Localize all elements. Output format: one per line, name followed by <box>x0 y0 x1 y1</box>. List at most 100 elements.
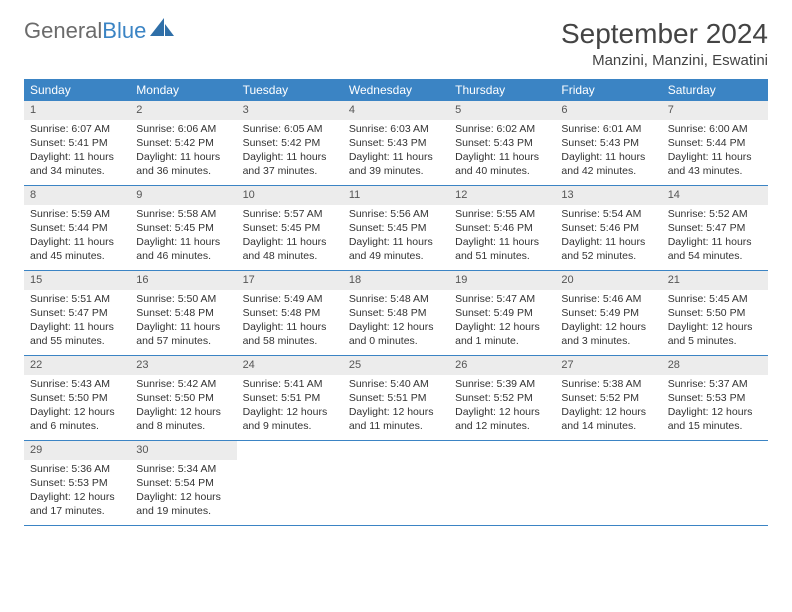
sunset-line: Sunset: 5:42 PM <box>136 136 230 150</box>
sunrise-line: Sunrise: 5:36 AM <box>30 462 124 476</box>
sunrise-line: Sunrise: 5:49 AM <box>243 292 337 306</box>
day-cell: 25Sunrise: 5:40 AMSunset: 5:51 PMDayligh… <box>343 356 449 440</box>
day-body: Sunrise: 5:58 AMSunset: 5:45 PMDaylight:… <box>130 205 236 270</box>
sunset-line: Sunset: 5:46 PM <box>561 221 655 235</box>
day-body: Sunrise: 5:34 AMSunset: 5:54 PMDaylight:… <box>130 460 236 525</box>
sunset-line: Sunset: 5:41 PM <box>30 136 124 150</box>
day-number: 21 <box>662 271 768 290</box>
day-number: 7 <box>662 101 768 120</box>
daylight-line-2: and 52 minutes. <box>561 249 655 263</box>
day-cell: 18Sunrise: 5:48 AMSunset: 5:48 PMDayligh… <box>343 271 449 355</box>
day-body: Sunrise: 5:39 AMSunset: 5:52 PMDaylight:… <box>449 375 555 440</box>
daylight-line-1: Daylight: 11 hours <box>349 150 443 164</box>
day-number: 3 <box>237 101 343 120</box>
sunset-line: Sunset: 5:49 PM <box>455 306 549 320</box>
day-body: Sunrise: 6:03 AMSunset: 5:43 PMDaylight:… <box>343 120 449 185</box>
weekday-header: Friday <box>555 79 661 101</box>
day-number: 18 <box>343 271 449 290</box>
day-cell <box>237 441 343 525</box>
daylight-line-2: and 34 minutes. <box>30 164 124 178</box>
daylight-line-2: and 39 minutes. <box>349 164 443 178</box>
day-cell: 24Sunrise: 5:41 AMSunset: 5:51 PMDayligh… <box>237 356 343 440</box>
day-cell <box>343 441 449 525</box>
weekday-header-row: SundayMondayTuesdayWednesdayThursdayFrid… <box>24 79 768 101</box>
day-body: Sunrise: 5:47 AMSunset: 5:49 PMDaylight:… <box>449 290 555 355</box>
daylight-line-1: Daylight: 11 hours <box>668 150 762 164</box>
sunset-line: Sunset: 5:47 PM <box>30 306 124 320</box>
weekday-header: Tuesday <box>237 79 343 101</box>
sunset-line: Sunset: 5:52 PM <box>455 391 549 405</box>
day-number: 6 <box>555 101 661 120</box>
sunrise-line: Sunrise: 5:56 AM <box>349 207 443 221</box>
daylight-line-2: and 5 minutes. <box>668 334 762 348</box>
day-body: Sunrise: 6:05 AMSunset: 5:42 PMDaylight:… <box>237 120 343 185</box>
daylight-line-1: Daylight: 12 hours <box>30 405 124 419</box>
day-body: Sunrise: 5:46 AMSunset: 5:49 PMDaylight:… <box>555 290 661 355</box>
sunrise-line: Sunrise: 6:01 AM <box>561 122 655 136</box>
daylight-line-2: and 46 minutes. <box>136 249 230 263</box>
day-number: 13 <box>555 186 661 205</box>
logo-text-gray: General <box>24 18 102 44</box>
day-cell: 17Sunrise: 5:49 AMSunset: 5:48 PMDayligh… <box>237 271 343 355</box>
day-number: 22 <box>24 356 130 375</box>
sunset-line: Sunset: 5:44 PM <box>668 136 762 150</box>
day-body: Sunrise: 5:37 AMSunset: 5:53 PMDaylight:… <box>662 375 768 440</box>
daylight-line-1: Daylight: 12 hours <box>668 405 762 419</box>
day-body: Sunrise: 5:41 AMSunset: 5:51 PMDaylight:… <box>237 375 343 440</box>
day-body: Sunrise: 5:42 AMSunset: 5:50 PMDaylight:… <box>130 375 236 440</box>
sunrise-line: Sunrise: 5:41 AM <box>243 377 337 391</box>
daylight-line-2: and 14 minutes. <box>561 419 655 433</box>
day-cell: 8Sunrise: 5:59 AMSunset: 5:44 PMDaylight… <box>24 186 130 270</box>
daylight-line-1: Daylight: 11 hours <box>243 320 337 334</box>
daylight-line-1: Daylight: 12 hours <box>349 405 443 419</box>
day-body: Sunrise: 6:06 AMSunset: 5:42 PMDaylight:… <box>130 120 236 185</box>
sunrise-line: Sunrise: 5:40 AM <box>349 377 443 391</box>
daylight-line-1: Daylight: 12 hours <box>455 405 549 419</box>
day-number: 19 <box>449 271 555 290</box>
day-body: Sunrise: 6:00 AMSunset: 5:44 PMDaylight:… <box>662 120 768 185</box>
daylight-line-2: and 49 minutes. <box>349 249 443 263</box>
sunset-line: Sunset: 5:45 PM <box>349 221 443 235</box>
daylight-line-1: Daylight: 11 hours <box>668 235 762 249</box>
day-cell: 2Sunrise: 6:06 AMSunset: 5:42 PMDaylight… <box>130 101 236 185</box>
daylight-line-1: Daylight: 11 hours <box>30 150 124 164</box>
sunset-line: Sunset: 5:43 PM <box>561 136 655 150</box>
daylight-line-2: and 43 minutes. <box>668 164 762 178</box>
day-cell: 23Sunrise: 5:42 AMSunset: 5:50 PMDayligh… <box>130 356 236 440</box>
sunset-line: Sunset: 5:45 PM <box>243 221 337 235</box>
day-body: Sunrise: 5:38 AMSunset: 5:52 PMDaylight:… <box>555 375 661 440</box>
daylight-line-2: and 55 minutes. <box>30 334 124 348</box>
sunrise-line: Sunrise: 5:42 AM <box>136 377 230 391</box>
week-row: 22Sunrise: 5:43 AMSunset: 5:50 PMDayligh… <box>24 356 768 441</box>
day-body: Sunrise: 5:50 AMSunset: 5:48 PMDaylight:… <box>130 290 236 355</box>
daylight-line-2: and 37 minutes. <box>243 164 337 178</box>
sunrise-line: Sunrise: 5:54 AM <box>561 207 655 221</box>
daylight-line-2: and 58 minutes. <box>243 334 337 348</box>
day-cell: 11Sunrise: 5:56 AMSunset: 5:45 PMDayligh… <box>343 186 449 270</box>
sunrise-line: Sunrise: 5:37 AM <box>668 377 762 391</box>
sunrise-line: Sunrise: 5:52 AM <box>668 207 762 221</box>
day-body: Sunrise: 5:55 AMSunset: 5:46 PMDaylight:… <box>449 205 555 270</box>
daylight-line-1: Daylight: 11 hours <box>561 235 655 249</box>
day-body: Sunrise: 5:43 AMSunset: 5:50 PMDaylight:… <box>24 375 130 440</box>
sunset-line: Sunset: 5:50 PM <box>136 391 230 405</box>
day-number: 11 <box>343 186 449 205</box>
day-cell: 3Sunrise: 6:05 AMSunset: 5:42 PMDaylight… <box>237 101 343 185</box>
sunset-line: Sunset: 5:50 PM <box>30 391 124 405</box>
day-body: Sunrise: 5:48 AMSunset: 5:48 PMDaylight:… <box>343 290 449 355</box>
calendar: SundayMondayTuesdayWednesdayThursdayFrid… <box>24 79 768 526</box>
week-row: 15Sunrise: 5:51 AMSunset: 5:47 PMDayligh… <box>24 271 768 356</box>
day-cell <box>555 441 661 525</box>
sunset-line: Sunset: 5:50 PM <box>668 306 762 320</box>
day-number: 8 <box>24 186 130 205</box>
sunrise-line: Sunrise: 5:39 AM <box>455 377 549 391</box>
sunset-line: Sunset: 5:43 PM <box>349 136 443 150</box>
daylight-line-2: and 1 minute. <box>455 334 549 348</box>
day-body: Sunrise: 5:36 AMSunset: 5:53 PMDaylight:… <box>24 460 130 525</box>
daylight-line-2: and 57 minutes. <box>136 334 230 348</box>
day-cell: 28Sunrise: 5:37 AMSunset: 5:53 PMDayligh… <box>662 356 768 440</box>
daylight-line-2: and 6 minutes. <box>30 419 124 433</box>
day-number: 24 <box>237 356 343 375</box>
sunset-line: Sunset: 5:43 PM <box>455 136 549 150</box>
day-number: 25 <box>343 356 449 375</box>
